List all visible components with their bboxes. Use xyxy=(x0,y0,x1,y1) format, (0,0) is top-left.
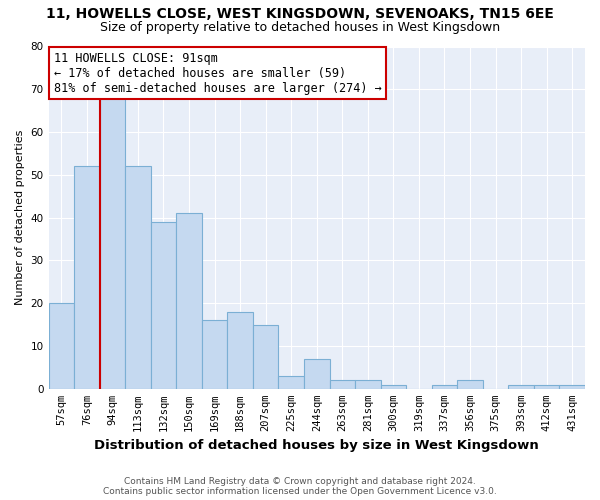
Bar xyxy=(329,380,355,389)
Bar xyxy=(559,384,585,389)
Bar xyxy=(534,384,559,389)
Text: Contains HM Land Registry data © Crown copyright and database right 2024.
Contai: Contains HM Land Registry data © Crown c… xyxy=(103,476,497,496)
Bar xyxy=(74,166,100,389)
Bar xyxy=(253,324,278,389)
Y-axis label: Number of detached properties: Number of detached properties xyxy=(15,130,25,306)
Text: 11 HOWELLS CLOSE: 91sqm
← 17% of detached houses are smaller (59)
81% of semi-de: 11 HOWELLS CLOSE: 91sqm ← 17% of detache… xyxy=(54,52,382,94)
Bar xyxy=(49,303,74,389)
Bar xyxy=(457,380,483,389)
Bar xyxy=(151,222,176,389)
Bar xyxy=(202,320,227,389)
Bar xyxy=(100,98,125,389)
Bar xyxy=(508,384,534,389)
X-axis label: Distribution of detached houses by size in West Kingsdown: Distribution of detached houses by size … xyxy=(94,440,539,452)
Bar xyxy=(227,312,253,389)
Bar xyxy=(176,214,202,389)
Text: Size of property relative to detached houses in West Kingsdown: Size of property relative to detached ho… xyxy=(100,21,500,34)
Bar xyxy=(380,384,406,389)
Text: 11, HOWELLS CLOSE, WEST KINGSDOWN, SEVENOAKS, TN15 6EE: 11, HOWELLS CLOSE, WEST KINGSDOWN, SEVEN… xyxy=(46,8,554,22)
Bar xyxy=(432,384,457,389)
Bar xyxy=(278,376,304,389)
Bar xyxy=(304,359,329,389)
Bar xyxy=(355,380,380,389)
Bar xyxy=(125,166,151,389)
